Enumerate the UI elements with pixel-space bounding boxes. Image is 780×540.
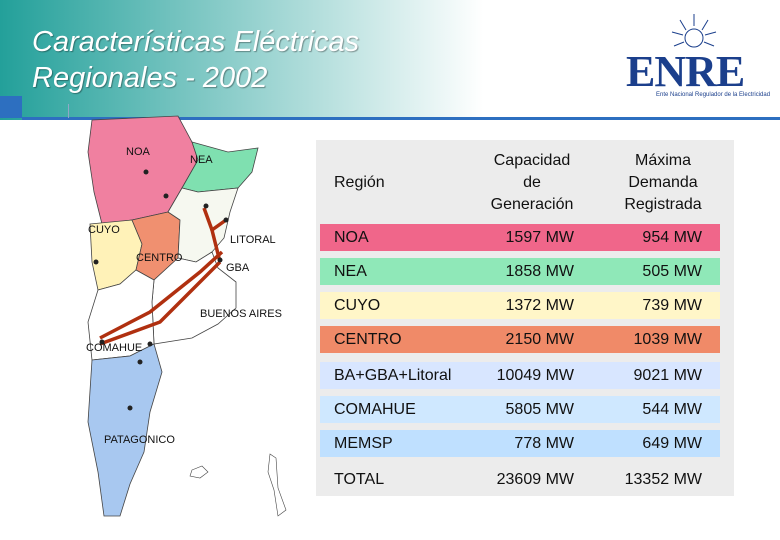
title-line-2: Regionales - 2002 (32, 62, 268, 94)
table-row: TOTAL 23609 MW 13352 MW (320, 466, 720, 493)
logo-subtitle: Ente Nacional Regulador de la Electricid… (656, 92, 771, 98)
table-row: CUYO 1372 MW 739 MW (320, 292, 720, 319)
region-litoral (167, 187, 239, 263)
cell-capacity: 23609 MW (496, 471, 574, 488)
cell-demand: 649 MW (642, 435, 702, 452)
cell-demand: 9021 MW (633, 367, 702, 384)
cell-demand: 13352 MW (624, 471, 702, 488)
map-label-noa: NOA (126, 146, 150, 158)
cell-capacity: 1858 MW (505, 263, 574, 280)
header-region: Región (334, 174, 385, 191)
table-row: CENTRO 2150 MW 1039 MW (320, 326, 720, 353)
header-capacity-line-3: Generación (490, 196, 574, 213)
map-label-cuyo: CUYO (88, 224, 120, 236)
argentina-map: NOA NEA CUYO LITORAL CENTRO GBA BUENOS A… (80, 112, 310, 527)
cell-capacity: 1372 MW (505, 297, 574, 314)
accent-square (0, 96, 22, 118)
transmission-lines (99, 207, 228, 346)
map-label-comahue: COMAHUE (86, 342, 143, 354)
header-demand-line-3: Registrada (624, 196, 702, 213)
cell-region: COMAHUE (334, 401, 416, 418)
cell-demand: 544 MW (642, 401, 702, 418)
region-patagonia (87, 343, 163, 517)
map-label-litoral: LITORAL (230, 234, 276, 246)
header-demand: Máxima Demanda Registrada (604, 150, 722, 216)
map-label-gba: GBA (226, 262, 250, 274)
cell-region: MEMSP (334, 435, 393, 452)
cell-region: TOTAL (334, 471, 385, 488)
table-row: COMAHUE 5805 MW 544 MW (320, 396, 720, 423)
cell-demand: 505 MW (642, 263, 702, 280)
slide-header: Características Eléctricas Regionales - … (0, 0, 780, 120)
title-line-1: Características Eléctricas (32, 26, 360, 58)
cell-capacity: 5805 MW (505, 401, 574, 418)
map-label-patagonico: PATAGONICO (104, 434, 175, 446)
header-demand-line-2: Demanda (628, 174, 698, 191)
cell-region: NEA (334, 263, 367, 280)
header-capacity-line-2: de (523, 174, 541, 191)
header-capacity-line-1: Capacidad (493, 152, 571, 169)
enre-logo: ENRE Ente Nacional Regulador de la Elect… (626, 12, 772, 100)
table-row: BA+GBA+Litoral 10049 MW 9021 MW (320, 362, 720, 389)
accent-line (22, 117, 780, 120)
map-label-centro: CENTRO (136, 252, 183, 264)
map-label-buenos-aires: BUENOS AIRES (200, 308, 282, 320)
cell-region: NOA (334, 229, 369, 246)
cell-demand: 739 MW (642, 297, 702, 314)
cell-region: CUYO (334, 297, 381, 314)
cell-region: BA+GBA+Litoral (334, 367, 452, 384)
accent-tick (68, 104, 69, 118)
cell-demand: 954 MW (642, 229, 702, 246)
cell-region: CENTRO (334, 331, 402, 348)
cell-capacity: 10049 MW (496, 367, 574, 384)
sun-emblem-icon (671, 14, 717, 48)
map-label-nea: NEA (190, 154, 213, 166)
cell-capacity: 778 MW (514, 435, 574, 452)
logo-wordmark: ENRE (626, 47, 745, 96)
malvinas-islands (189, 465, 209, 479)
table-row: MEMSP 778 MW 649 MW (320, 430, 720, 457)
header-capacity: Capacidad de Generación (470, 150, 594, 216)
table-row: NEA 1858 MW 505 MW (320, 258, 720, 285)
substation-dots (93, 169, 229, 411)
cell-capacity: 2150 MW (505, 331, 574, 348)
slide-title: Características Eléctricas Regionales - … (32, 24, 359, 96)
cell-demand: 1039 MW (633, 331, 702, 348)
table-row: NOA 1597 MW 954 MW (320, 224, 720, 251)
header-demand-line-1: Máxima (634, 152, 691, 169)
antarctic-sector (267, 453, 287, 517)
map-drawing (87, 115, 287, 517)
cell-capacity: 1597 MW (505, 229, 574, 246)
